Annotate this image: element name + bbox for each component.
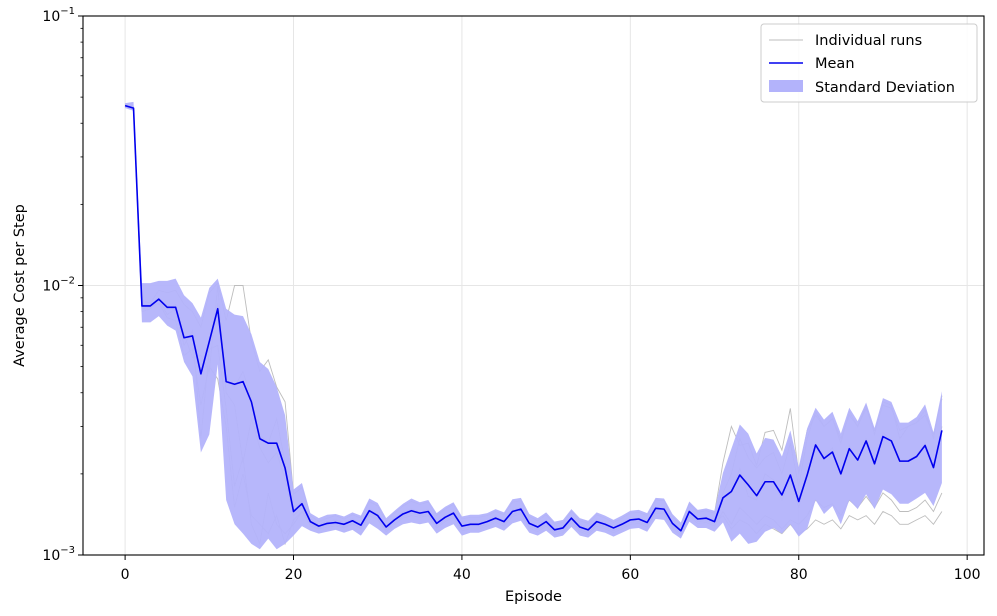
legend-std-swatch [769, 80, 803, 92]
y-axis-ticks: 10−310−210−1 [42, 6, 83, 564]
x-tick-label: 0 [121, 567, 130, 583]
legend-runs-label: Individual runs [815, 33, 922, 49]
legend: Individual runs Mean Standard Deviation [760, 23, 978, 103]
x-tick-label: 100 [954, 567, 981, 583]
legend-box [760, 23, 978, 103]
legend-mean-label: Mean [815, 56, 855, 72]
x-axis-ticks: 0 20 40 60 80 100 [121, 555, 981, 583]
x-tick-label: 40 [453, 567, 471, 583]
x-axis-label: Episode [505, 589, 562, 605]
x-tick-label: 60 [621, 567, 639, 583]
x-tick-label: 20 [285, 567, 303, 583]
std-band [125, 101, 942, 550]
y-axis-label: Average Cost per Step [12, 204, 28, 367]
mean-line [124, 104, 943, 532]
legend-std-label: Standard Deviation [815, 80, 955, 96]
x-tick-label: 80 [790, 567, 808, 583]
